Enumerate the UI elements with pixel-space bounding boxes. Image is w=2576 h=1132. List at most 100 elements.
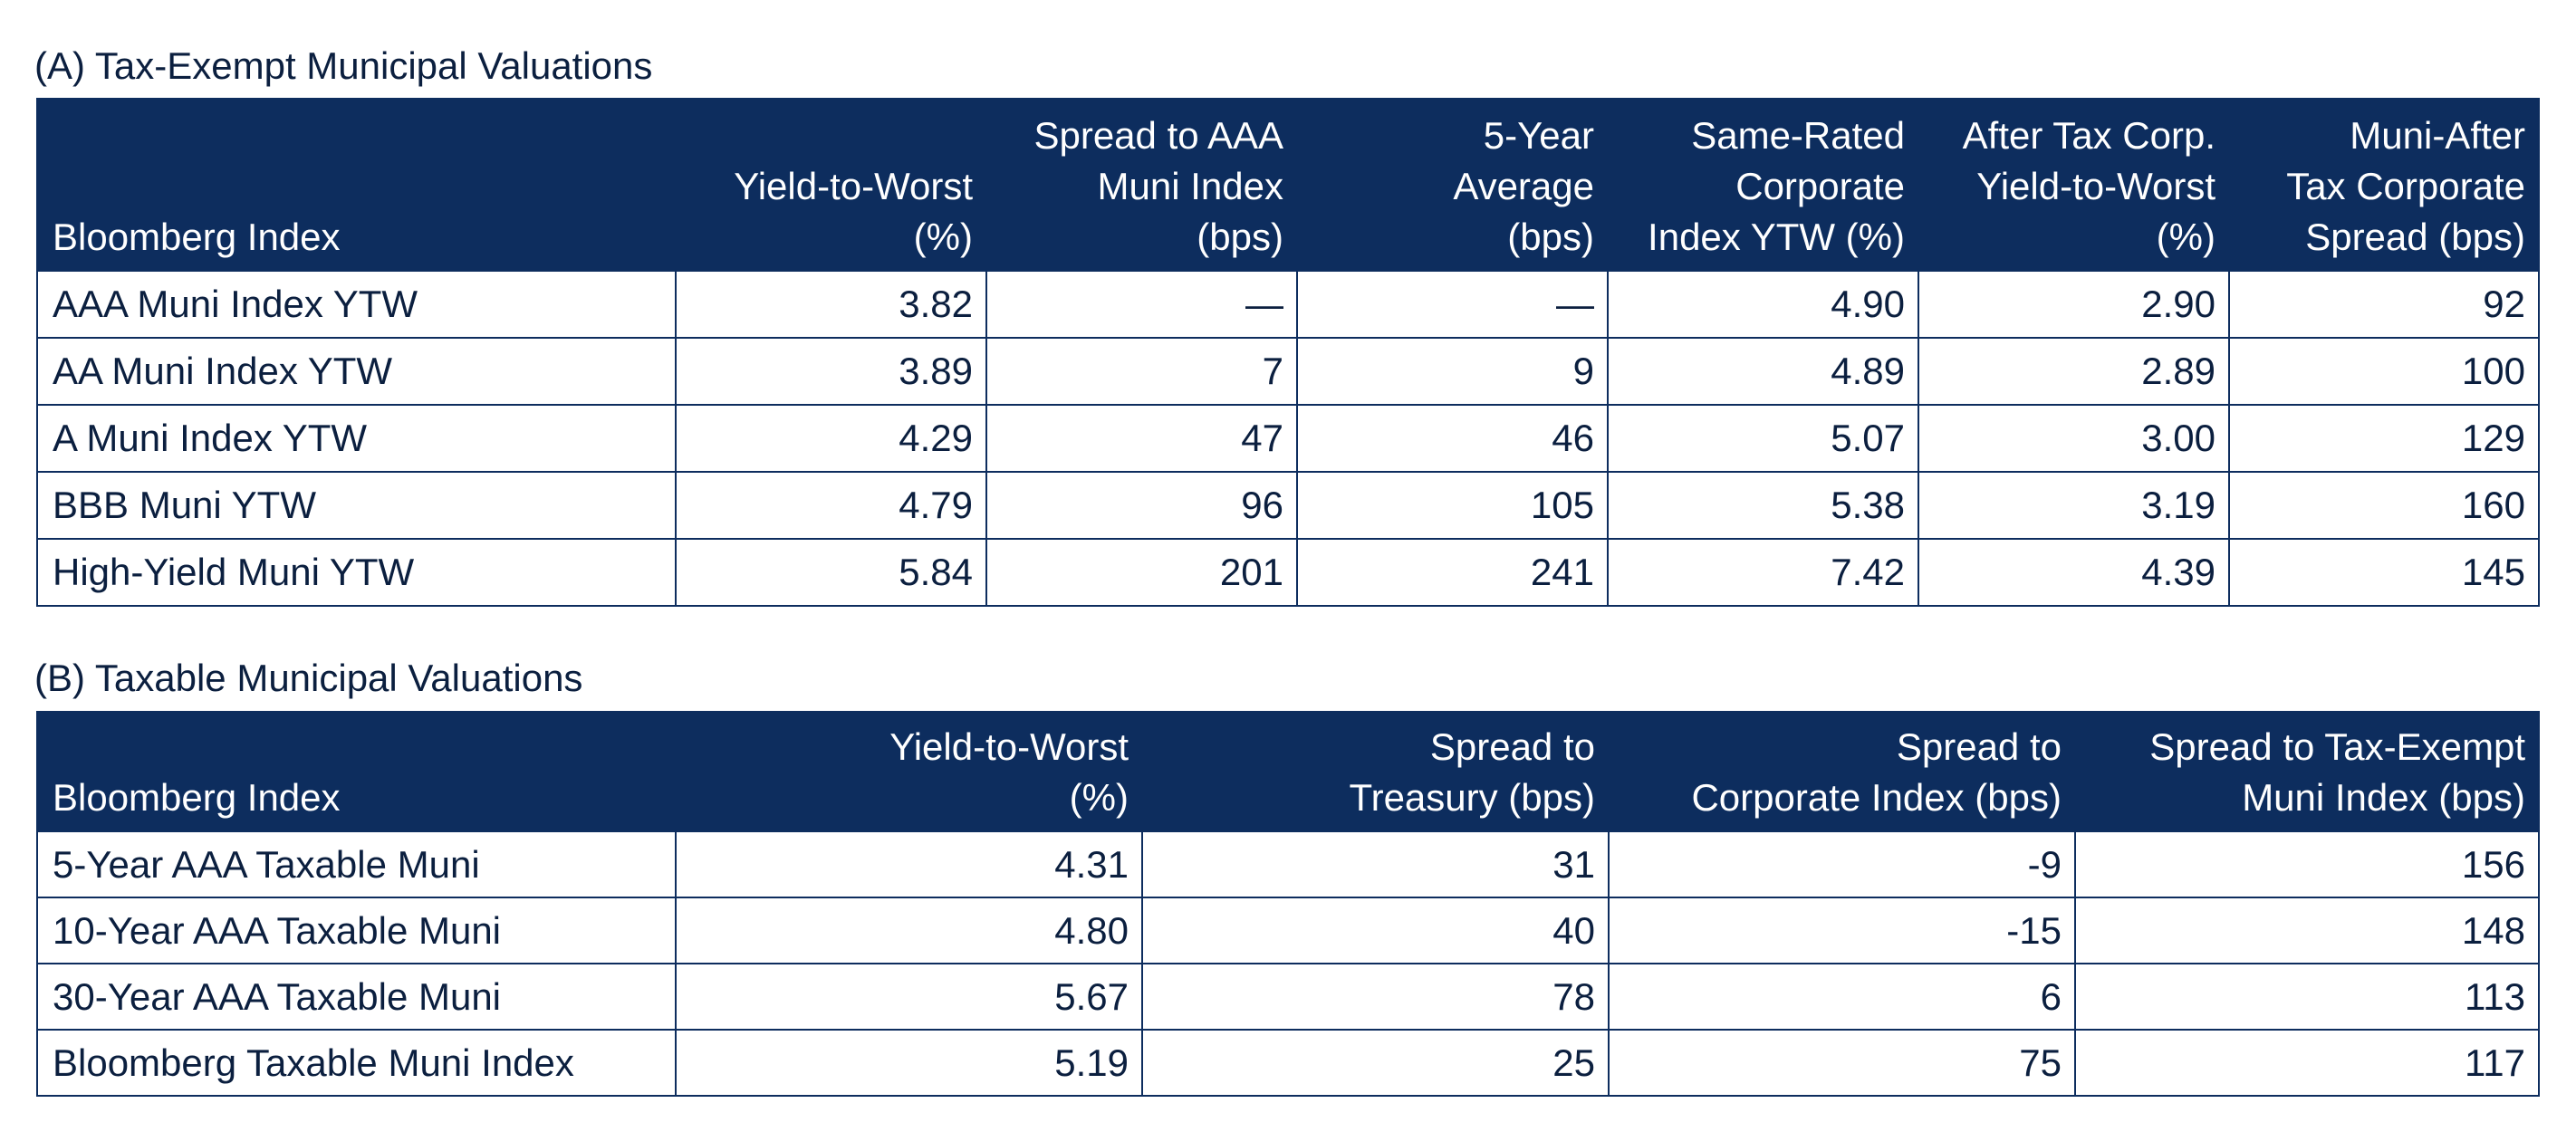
header-line: Bloomberg Index — [53, 216, 341, 258]
index-name-cell: 30-Year AAA Taxable Muni — [36, 963, 677, 1031]
data-cell: — — [985, 270, 1298, 339]
data-cell: 105 — [1296, 471, 1609, 540]
index-name-cell: High-Yield Muni YTW — [36, 538, 677, 607]
data-cell: 31 — [1141, 830, 1610, 898]
data-cell: — — [1296, 270, 1609, 339]
data-cell: 7.42 — [1607, 538, 1919, 607]
table-b-header-row: Bloomberg Index Yield-to-Worst (%) Sprea… — [36, 711, 2540, 831]
header-line: Muni-After — [2350, 114, 2525, 157]
table-row: AA Muni Index YTW 3.89 7 9 4.89 2.89 100 — [36, 337, 2540, 406]
table-b-header-cell: Yield-to-Worst (%) — [675, 711, 1143, 831]
header-line: After Tax Corp. — [1962, 114, 2216, 157]
data-cell: 4.90 — [1607, 270, 1919, 339]
section-b-title: (B) Taxable Municipal Valuations — [34, 657, 583, 699]
header-line: (%) — [913, 216, 973, 258]
data-cell: 75 — [1608, 1029, 2076, 1097]
data-cell: 9 — [1296, 337, 1609, 406]
table-row: BBB Muni YTW 4.79 96 105 5.38 3.19 160 — [36, 471, 2540, 540]
header-line: (%) — [1069, 776, 1129, 819]
data-cell: 100 — [2228, 337, 2540, 406]
data-cell: 145 — [2228, 538, 2540, 607]
table-b-header-cell: Bloomberg Index — [36, 711, 677, 831]
table-b-header-cell: Spread to Tax-Exempt Muni Index (bps) — [2074, 711, 2540, 831]
data-cell: 113 — [2074, 963, 2540, 1031]
table-a-header-cell: Yield-to-Worst (%) — [675, 98, 987, 271]
header-line: Bloomberg Index — [53, 776, 341, 819]
data-cell: 7 — [985, 337, 1298, 406]
table-a-header-cell: Spread to AAA Muni Index (bps) — [985, 98, 1298, 271]
data-cell: 148 — [2074, 897, 2540, 964]
header-line: 5-Year — [1483, 114, 1594, 157]
data-cell: 92 — [2228, 270, 2540, 339]
data-cell: -15 — [1608, 897, 2076, 964]
data-cell: 96 — [985, 471, 1298, 540]
data-cell: 5.19 — [675, 1029, 1143, 1097]
index-name-cell: 10-Year AAA Taxable Muni — [36, 897, 677, 964]
data-cell: 3.19 — [1918, 471, 2230, 540]
data-cell: 40 — [1141, 897, 1610, 964]
table-a-header-cell: Same-Rated Corporate Index YTW (%) — [1607, 98, 1919, 271]
table-row: 30-Year AAA Taxable Muni 5.67 78 6 113 — [36, 963, 2540, 1031]
header-line: (bps) — [1507, 216, 1594, 258]
header-line: Yield-to-Worst — [1976, 165, 2216, 207]
header-line: Spread (bps) — [2305, 216, 2525, 258]
data-cell: 129 — [2228, 404, 2540, 473]
table-row: Bloomberg Taxable Muni Index 5.19 25 75 … — [36, 1029, 2540, 1097]
header-line: Treasury (bps) — [1349, 776, 1595, 819]
index-name-cell: 5-Year AAA Taxable Muni — [36, 830, 677, 898]
table-b-header-cell: Spread to Treasury (bps) — [1141, 711, 1610, 831]
data-cell: 160 — [2228, 471, 2540, 540]
data-cell: 4.89 — [1607, 337, 1919, 406]
index-name-cell: AA Muni Index YTW — [36, 337, 677, 406]
data-cell: 4.29 — [675, 404, 987, 473]
data-cell: 3.82 — [675, 270, 987, 339]
data-cell: 5.67 — [675, 963, 1143, 1031]
header-line: Same-Rated — [1691, 114, 1905, 157]
data-cell: 4.39 — [1918, 538, 2230, 607]
header-line: Yield-to-Worst — [734, 165, 973, 207]
data-cell: 46 — [1296, 404, 1609, 473]
data-cell: 4.80 — [675, 897, 1143, 964]
data-cell: 117 — [2074, 1029, 2540, 1097]
data-cell: 201 — [985, 538, 1298, 607]
header-line: Spread to Tax-Exempt — [2149, 725, 2525, 768]
table-row: High-Yield Muni YTW 5.84 201 241 7.42 4.… — [36, 538, 2540, 607]
data-cell: 5.84 — [675, 538, 987, 607]
header-line: (%) — [2156, 216, 2216, 258]
data-cell: 78 — [1141, 963, 1610, 1031]
header-line: Spread to — [1429, 725, 1595, 768]
table-row: AAA Muni Index YTW 3.82 — — 4.90 2.90 92 — [36, 270, 2540, 339]
table-a-header-cell: Bloomberg Index — [36, 98, 677, 271]
data-cell: 156 — [2074, 830, 2540, 898]
data-cell: 3.89 — [675, 337, 987, 406]
table-a-header-cell: After Tax Corp. Yield-to-Worst (%) — [1918, 98, 2230, 271]
table-a-header-cell: 5-Year Average (bps) — [1296, 98, 1609, 271]
header-line: Muni Index (bps) — [2242, 776, 2525, 819]
index-name-cell: A Muni Index YTW — [36, 404, 677, 473]
data-cell: 2.89 — [1918, 337, 2230, 406]
index-name-cell: AAA Muni Index YTW — [36, 270, 677, 339]
data-cell: 47 — [985, 404, 1298, 473]
header-line: Corporate — [1735, 165, 1905, 207]
section-a-title: (A) Tax-Exempt Municipal Valuations — [34, 44, 653, 87]
table-row: A Muni Index YTW 4.29 47 46 5.07 3.00 12… — [36, 404, 2540, 473]
data-cell: -9 — [1608, 830, 2076, 898]
data-cell: 5.38 — [1607, 471, 1919, 540]
table-row: 5-Year AAA Taxable Muni 4.31 31 -9 156 — [36, 830, 2540, 898]
header-line: Tax Corporate — [2286, 165, 2525, 207]
data-cell: 3.00 — [1918, 404, 2230, 473]
table-b-header-cell: Spread to Corporate Index (bps) — [1608, 711, 2076, 831]
data-cell: 241 — [1296, 538, 1609, 607]
tax-exempt-valuations-table: Bloomberg Index Yield-to-Worst (%) Sprea… — [36, 98, 2540, 607]
data-cell: 4.31 — [675, 830, 1143, 898]
header-line: Yield-to-Worst — [889, 725, 1129, 768]
header-line: Spread to AAA — [1033, 114, 1283, 157]
header-line: Corporate Index (bps) — [1691, 776, 2062, 819]
index-name-cell: Bloomberg Taxable Muni Index — [36, 1029, 677, 1097]
data-cell: 25 — [1141, 1029, 1610, 1097]
data-cell: 5.07 — [1607, 404, 1919, 473]
header-line: Spread to — [1896, 725, 2062, 768]
index-name-cell: BBB Muni YTW — [36, 471, 677, 540]
table-a-header-row: Bloomberg Index Yield-to-Worst (%) Sprea… — [36, 98, 2540, 271]
taxable-valuations-table: Bloomberg Index Yield-to-Worst (%) Sprea… — [36, 711, 2540, 1097]
